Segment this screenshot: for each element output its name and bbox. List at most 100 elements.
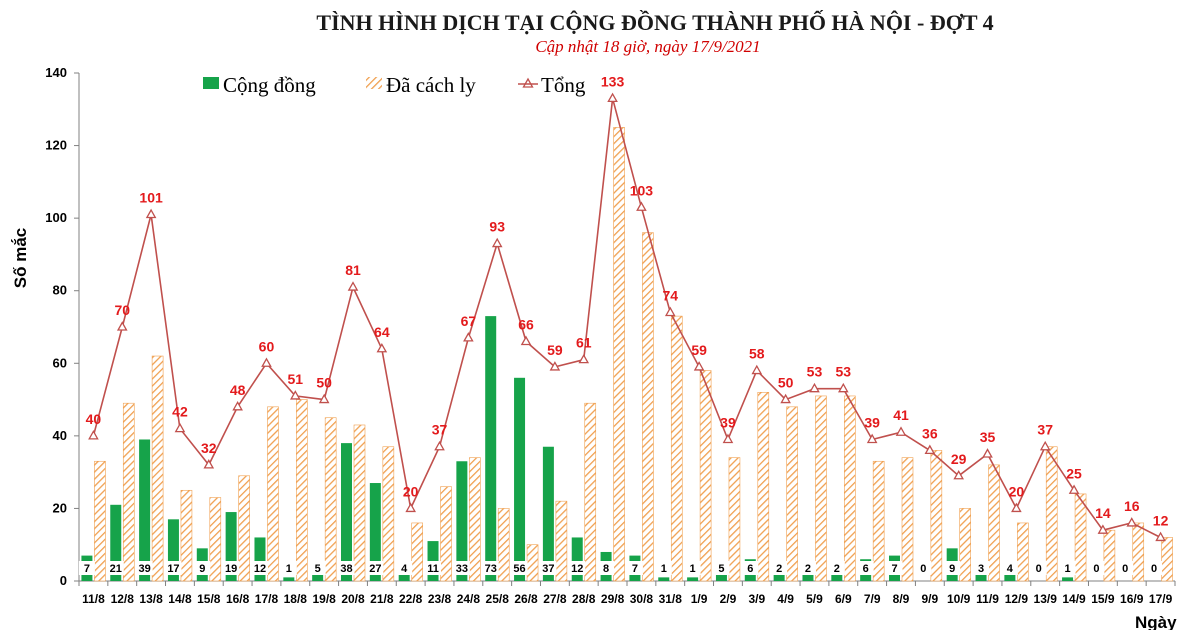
community-label-bg [1001, 561, 1018, 575]
total-data-label: 36 [922, 425, 938, 441]
community-label-bg [713, 561, 730, 575]
community-data-label: 9 [949, 563, 955, 575]
x-tick-label: 2/9 [720, 592, 737, 606]
x-tick-label: 13/8 [139, 592, 163, 606]
x-tick-label: 29/8 [601, 592, 625, 606]
x-tick-label: 11/8 [82, 592, 105, 606]
bar-community [225, 512, 237, 581]
total-point-marker [434, 440, 445, 451]
community-data-label: 5 [718, 563, 724, 575]
total-point-marker [405, 502, 416, 513]
community-data-label: 17 [167, 563, 179, 575]
total-data-label: 39 [720, 414, 736, 430]
bar-community [167, 519, 179, 581]
community-label-bg [78, 561, 95, 575]
community-data-label: 0 [1151, 563, 1157, 575]
total-point-marker [463, 332, 474, 342]
community-data-label: 12 [571, 563, 583, 575]
bar-isolated [584, 402, 597, 582]
total-data-label: 101 [139, 190, 163, 206]
x-tick-label: 16/8 [226, 592, 250, 606]
total-point-marker [1155, 531, 1166, 542]
x-tick-label: 4/9 [777, 592, 794, 606]
bar-community [110, 504, 122, 581]
bar-isolated [757, 392, 770, 582]
x-tick-label: 11/9 [976, 592, 999, 606]
bar-isolated [497, 508, 510, 582]
bar-community [542, 446, 554, 581]
community-data-label: 0 [1093, 563, 1099, 575]
total-point-marker [116, 321, 128, 331]
community-label-bg [1059, 561, 1076, 575]
total-point-marker [88, 430, 99, 440]
community-label-bg [857, 561, 874, 575]
total-data-label: 29 [951, 451, 967, 467]
total-point-marker [232, 400, 243, 411]
bar-isolated [728, 457, 741, 582]
bar-community [283, 577, 295, 581]
community-data-label: 2 [776, 563, 782, 575]
x-tick-label: 17/8 [255, 592, 279, 606]
legend-label-community: Cộng đồng [223, 73, 316, 97]
community-label-bg [886, 561, 903, 575]
total-data-label: 59 [547, 342, 563, 358]
x-tick-label: 28/8 [572, 592, 596, 606]
chart-subtitle: Cập nhật 18 giờ, ngày 17/9/2021 [535, 37, 760, 56]
total-data-label: 16 [1124, 498, 1140, 514]
bar-isolated [1074, 493, 1087, 582]
bar-isolated [209, 497, 222, 582]
legend-marker-total [522, 77, 534, 88]
x-tick-label: 31/8 [659, 592, 683, 606]
bar-isolated [642, 232, 654, 582]
total-point-marker [549, 361, 561, 371]
bar-isolated [353, 424, 366, 582]
x-tick-label: 9/9 [921, 592, 938, 606]
bar-community [1062, 577, 1074, 581]
bar-community [975, 570, 987, 581]
community-data-label: 5 [315, 563, 321, 575]
total-point-marker [924, 444, 936, 455]
bar-isolated [613, 127, 625, 582]
y-tick-label: 40 [53, 428, 67, 443]
total-data-label: 66 [518, 317, 534, 333]
total-point-marker [520, 335, 532, 346]
community-data-label: 56 [513, 563, 525, 575]
bar-isolated [1161, 537, 1173, 582]
x-tick-label: 15/9 [1091, 592, 1115, 606]
community-label-bg [684, 561, 701, 575]
total-point-marker [376, 342, 388, 353]
community-label-bg [482, 561, 499, 575]
community-label-bg [973, 561, 990, 575]
total-data-label: 41 [893, 407, 909, 423]
total-point-marker [780, 393, 791, 404]
bar-isolated [180, 489, 193, 582]
bar-isolated [699, 370, 712, 582]
community-label-bg [511, 561, 528, 575]
community-label-bg [1146, 561, 1163, 575]
total-point-marker [751, 364, 763, 375]
total-point-marker [722, 433, 734, 444]
total-data-label: 67 [461, 313, 477, 329]
total-data-label: 81 [345, 262, 361, 278]
bar-isolated [555, 500, 568, 582]
community-label-bg [1088, 561, 1105, 575]
community-label-bg [598, 561, 615, 575]
x-tick-label: 3/9 [748, 592, 765, 606]
x-tick-label: 19/8 [312, 592, 336, 606]
community-data-label: 1 [690, 563, 696, 575]
total-data-label: 42 [172, 404, 188, 420]
bar-community [341, 443, 352, 581]
community-data-label: 37 [542, 563, 554, 575]
x-tick-label: 26/8 [514, 592, 538, 606]
bar-isolated [1017, 522, 1029, 582]
total-data-label: 12 [1153, 512, 1169, 528]
community-data-label: 2 [805, 563, 811, 575]
total-data-label: 70 [114, 302, 130, 318]
community-label-bg [165, 561, 182, 575]
bar-isolated [901, 457, 914, 582]
x-tick-label: 6/9 [835, 592, 852, 606]
total-point-marker [809, 382, 820, 393]
y-tick-label: 100 [45, 210, 67, 225]
total-point-marker [1126, 517, 1138, 527]
total-point-marker [636, 201, 647, 211]
